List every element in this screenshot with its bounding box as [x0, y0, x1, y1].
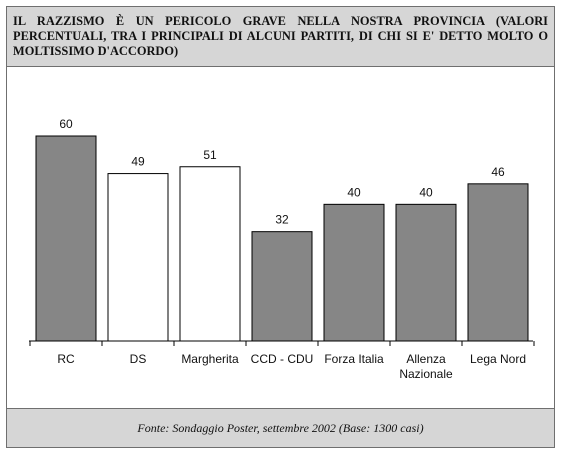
- category-label-5-1: Nazionale: [399, 367, 453, 381]
- bar-3: [251, 231, 313, 342]
- category-label-1: DS: [130, 352, 147, 366]
- data-label-0: 60: [59, 117, 73, 131]
- category-label-4: Forza Italia: [324, 352, 384, 366]
- bar-6: [467, 183, 529, 342]
- bar-0: [35, 135, 97, 342]
- chart-area: 60 RC 49 DS 51 Margherita 32 CCD - CDU 40 Forza I…: [7, 67, 554, 408]
- category-label-3: CCD - CDU: [251, 352, 314, 366]
- bar-2: [179, 166, 241, 342]
- data-label-6: 46: [491, 165, 505, 179]
- bar-chart: 60 RC 49 DS 51 Margherita 32 CCD - CDU 40 Forza I…: [29, 117, 535, 381]
- data-label-1: 49: [131, 155, 145, 169]
- data-label-5: 40: [419, 185, 433, 199]
- data-label-3: 32: [275, 213, 289, 227]
- category-label-2: Margherita: [181, 352, 239, 366]
- category-label-5-0: Allenza: [406, 352, 446, 366]
- chart-frame: IL RAZZISMO È UN PERICOLO GRAVE NELLA NO…: [6, 6, 555, 448]
- category-label-0: RC: [57, 352, 75, 366]
- chart-title: IL RAZZISMO È UN PERICOLO GRAVE NELLA NO…: [7, 7, 554, 67]
- category-label-6: Lega Nord: [470, 352, 526, 366]
- bar-1: [107, 173, 169, 342]
- chart-source-note: Fonte: Sondaggio Poster, settembre 2002 …: [7, 408, 554, 447]
- bar-5: [395, 203, 457, 342]
- data-label-4: 40: [347, 185, 361, 199]
- bar-4: [323, 203, 385, 342]
- data-label-2: 51: [203, 148, 217, 162]
